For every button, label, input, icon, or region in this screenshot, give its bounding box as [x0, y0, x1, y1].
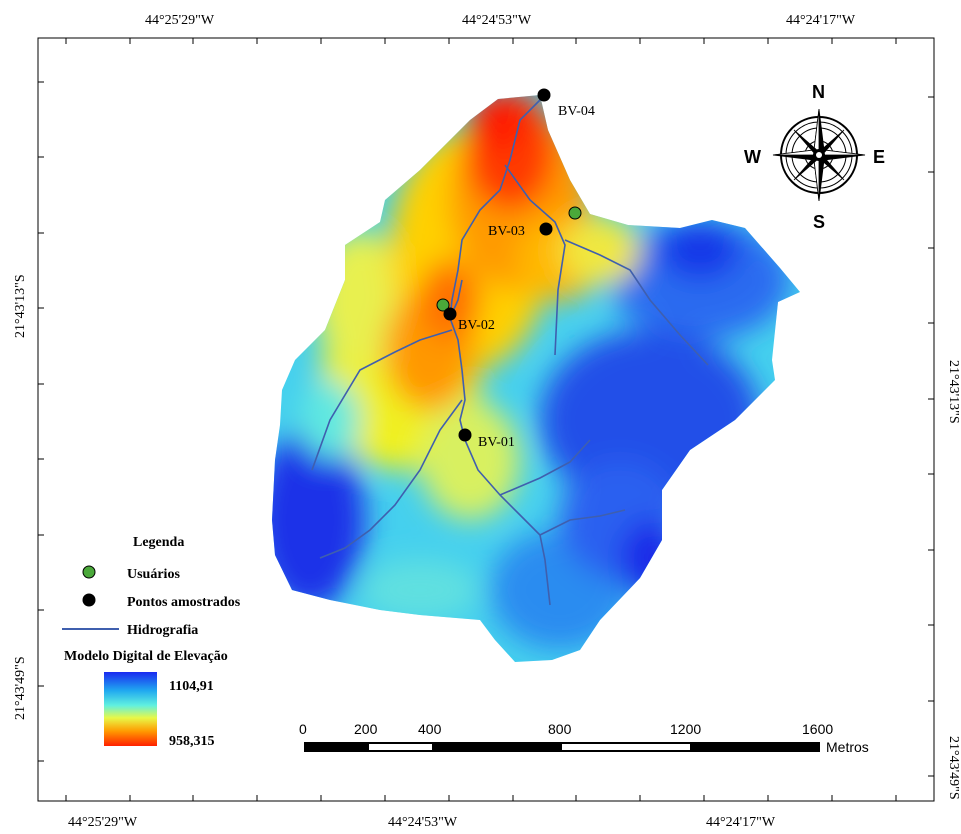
legend-users-label: Usuários [127, 567, 180, 582]
legend-hydro-label: Hidrografia [127, 623, 198, 638]
hydrography-network [311, 99, 709, 606]
scale-bar: 0 200 400 800 1200 1600 Metros [299, 721, 869, 755]
sample-point-bv03[interactable]: BV-03 [488, 222, 553, 240]
user-point[interactable] [568, 206, 582, 220]
sample-point-bv02[interactable]: BV-02 [443, 307, 495, 334]
frame-ticks [38, 38, 934, 801]
coord-bottom-1: 44°25'29"W [68, 815, 138, 830]
compass-e: E [873, 147, 885, 167]
legend-samples-symbol [82, 593, 96, 607]
coord-top-1: 44°25'29"W [145, 13, 215, 28]
north-arrow-icon [772, 108, 866, 202]
scale-tick-0: 0 [299, 721, 307, 737]
sample-label: BV-03 [488, 224, 525, 239]
sample-label: BV-04 [558, 104, 595, 119]
hydro-stream-branch [499, 439, 591, 496]
hydro-stream-branch [564, 239, 709, 366]
legend-dem-max: 1104,91 [169, 679, 214, 694]
legend-title: Legenda [133, 535, 184, 550]
coord-left-1: 21°43'13"S [13, 274, 28, 338]
hydro-stream-branch [319, 399, 463, 559]
coord-bottom-2: 44°24'53"W [388, 815, 458, 830]
compass-n: N [812, 82, 825, 102]
hydro-stream-main [449, 99, 551, 606]
compass-s: S [813, 212, 825, 232]
scale-tick-1200: 1200 [670, 721, 701, 737]
legend-samples-label: Pontos amostrados [127, 595, 241, 610]
legend-dem-title: Modelo Digital de Elevação [64, 649, 228, 664]
coord-right-2: 21°43'49"S [946, 736, 961, 800]
scale-unit: Metros [826, 739, 869, 755]
legend: Legenda Usuários Pontos amostrados Hidro… [62, 535, 241, 749]
coord-left-2: 21°43'49"S [13, 656, 28, 720]
coord-right-1: 21°43'13"S [946, 360, 961, 424]
legend-dem-min: 958,315 [169, 734, 215, 749]
compass-w: W [744, 147, 761, 167]
user-point[interactable] [436, 298, 450, 312]
scale-tick-1600: 1600 [802, 721, 833, 737]
coord-bottom-3: 44°24'17"W [706, 815, 776, 830]
elevation-raster [272, 95, 800, 662]
scale-tick-800: 800 [548, 721, 572, 737]
hydro-stream-branch [311, 329, 453, 471]
scale-tick-200: 200 [354, 721, 378, 737]
sample-point-bv01[interactable]: BV-01 [458, 428, 515, 451]
coord-top-2: 44°24'53"W [462, 13, 532, 28]
sample-point-bv04[interactable]: BV-04 [537, 88, 595, 120]
scale-tick-400: 400 [418, 721, 442, 737]
sample-label: BV-01 [478, 435, 515, 450]
coord-top-3: 44°24'17"W [786, 13, 856, 28]
sample-label: BV-02 [458, 318, 495, 333]
map-frame [37, 37, 935, 802]
hydro-stream-branch [539, 509, 626, 536]
legend-users-symbol [82, 565, 96, 579]
hydro-stream-branch [504, 164, 566, 356]
legend-dem-ramp [104, 672, 157, 746]
